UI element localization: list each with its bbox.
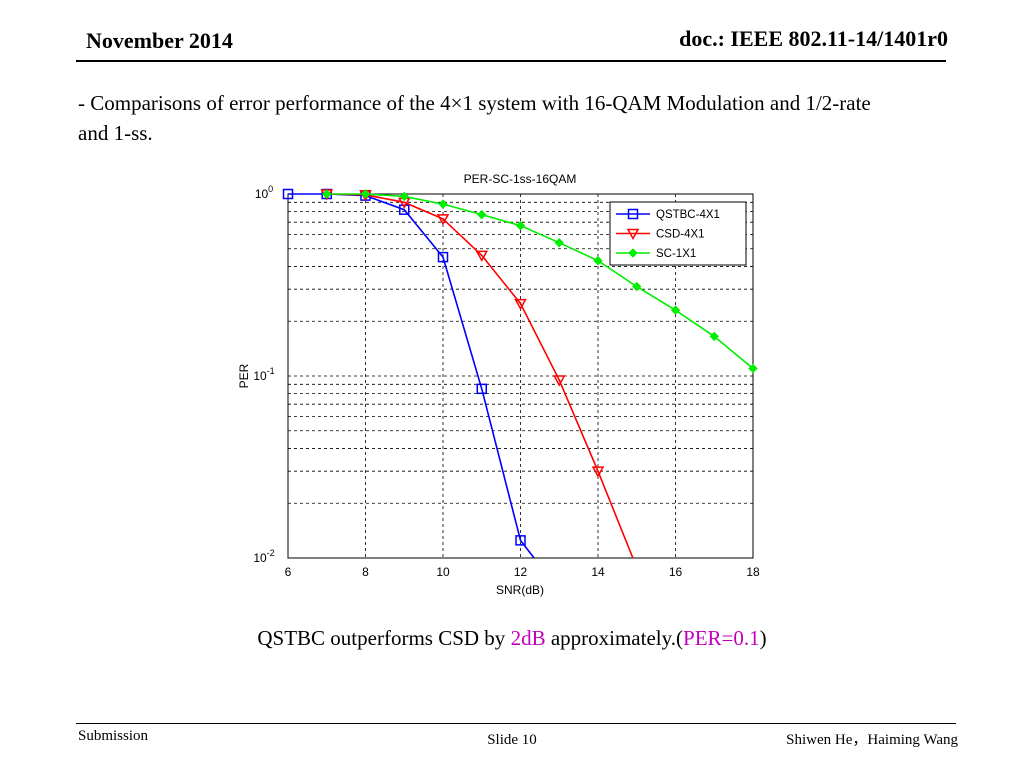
data-point	[437, 251, 449, 263]
x-tick-label: 16	[669, 565, 683, 579]
data-point	[475, 250, 489, 262]
legend-marker	[626, 228, 640, 241]
legend-label: SC-1X1	[656, 248, 696, 260]
caption-part3: )	[759, 626, 767, 650]
y-tick-label: 10-2	[253, 548, 274, 565]
caption-part1: QSTBC outperforms CSD by	[257, 626, 511, 650]
data-point	[399, 204, 410, 215]
tick-labels: 6 8 10 12 14 16 18 100 10-1 10-2	[253, 184, 760, 579]
data-point	[670, 305, 681, 315]
legend-label: QSTBC-4X1	[656, 209, 720, 221]
footer-submission: Submission	[78, 728, 149, 744]
data-point	[748, 363, 758, 374]
caption-highlight-2db: 2dB	[510, 626, 546, 650]
series-line	[326, 193, 754, 370]
legend-entry: QSTBC-4X1	[616, 208, 720, 221]
legend-entry: CSD-4X1	[616, 229, 705, 241]
x-tick-label: 10	[436, 565, 450, 579]
caption-part2: approximately.(	[545, 626, 684, 650]
chart-title: PER-SC-1ss-16QAM	[464, 172, 577, 186]
footer-slide-number: Slide 10	[487, 732, 537, 748]
data-point	[515, 220, 526, 231]
data-point	[709, 331, 719, 342]
data-point	[515, 535, 526, 546]
per-chart: 6 8 10 12 14 16 18 100 10-1 10-2 PER-SC-1ss-16QAM…	[237, 172, 760, 597]
legend-marker	[627, 208, 639, 220]
caption-highlight-per: PER=0.1	[683, 626, 760, 650]
header-rule	[76, 60, 946, 62]
y-tick-label: 100	[255, 184, 273, 201]
footer-rule	[76, 723, 956, 724]
data-point	[552, 375, 566, 387]
legend-marker	[628, 248, 638, 258]
series-sc-1x1	[322, 189, 758, 374]
x-tick-label: 14	[591, 565, 605, 579]
data-point	[477, 209, 487, 220]
data-point	[632, 281, 642, 292]
footer-authors: Shiwen He，Haiming Wang	[786, 732, 958, 748]
data-point	[593, 256, 603, 266]
data-point	[399, 191, 409, 202]
data-point	[438, 199, 448, 209]
series-line	[326, 193, 634, 559]
data-point	[282, 188, 294, 200]
y-axis-label: PER	[237, 363, 251, 388]
data-point	[436, 214, 450, 226]
legend-entry: SC-1X1	[616, 248, 696, 260]
x-tick-label: 12	[514, 565, 528, 579]
data-point	[360, 189, 371, 199]
header-doc-id: doc.: IEEE 802.11-14/1401r0	[679, 26, 948, 51]
data-point	[591, 466, 605, 478]
data-point	[554, 237, 564, 248]
y-tick-label: 10-1	[253, 366, 274, 383]
body-text: - Comparisons of error performance of th…	[78, 91, 871, 145]
series-layer	[282, 188, 758, 559]
x-tick-label: 6	[285, 565, 292, 579]
x-axis-label: SNR(dB)	[496, 583, 544, 597]
data-point	[322, 189, 332, 199]
legend: QSTBC-4X1 CSD-4X1 SC-1X1	[609, 201, 747, 266]
x-tick-label: 8	[362, 565, 369, 579]
data-point	[476, 383, 487, 395]
x-tick-label: 18	[746, 565, 760, 579]
data-point	[514, 298, 527, 311]
legend-label: CSD-4X1	[656, 229, 705, 241]
caption: QSTBC outperforms CSD by 2dB approximate…	[0, 626, 1024, 651]
header-date: November 2014	[86, 28, 233, 53]
